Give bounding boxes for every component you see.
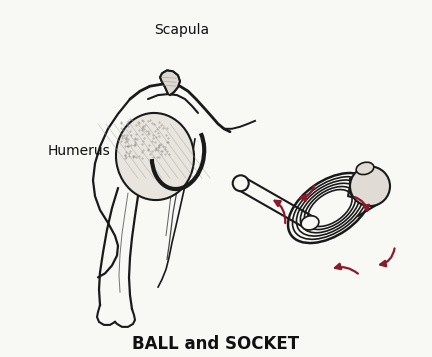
Ellipse shape	[301, 216, 319, 230]
Polygon shape	[160, 70, 180, 95]
Circle shape	[233, 175, 249, 191]
Ellipse shape	[356, 162, 374, 175]
Ellipse shape	[116, 113, 194, 200]
Ellipse shape	[288, 173, 372, 243]
Text: BALL and SOCKET: BALL and SOCKET	[133, 335, 299, 353]
Text: Humerus: Humerus	[48, 144, 111, 157]
Text: Scapula: Scapula	[154, 23, 210, 37]
Circle shape	[350, 166, 390, 206]
